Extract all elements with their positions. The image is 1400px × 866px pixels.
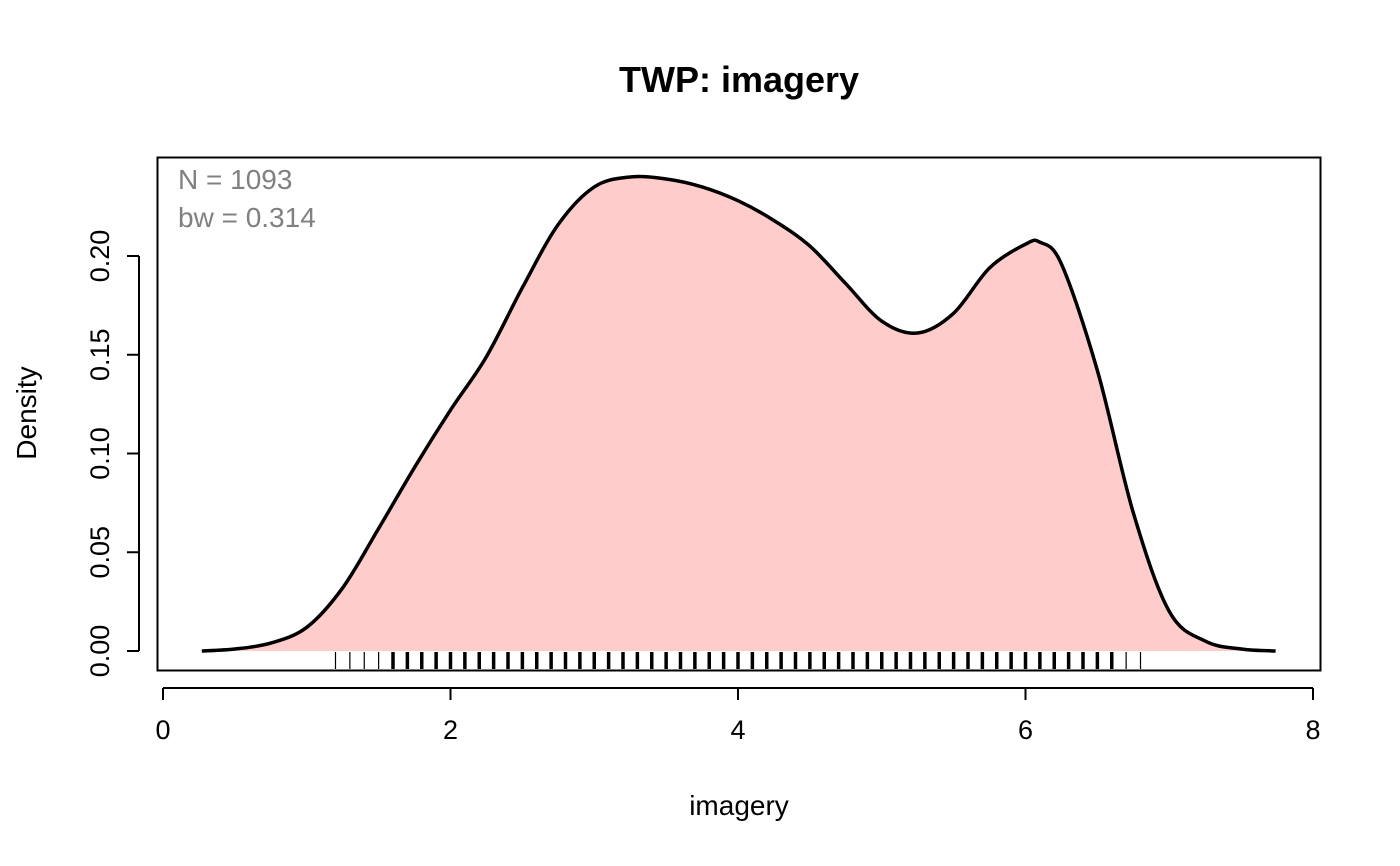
rug xyxy=(334,652,1142,669)
y-tick-label: 0.05 xyxy=(85,526,115,579)
density-curve xyxy=(201,174,1276,653)
plot-area xyxy=(201,174,1276,669)
chart-title: TWP: imagery xyxy=(619,59,859,100)
density-area-fill xyxy=(201,176,1276,651)
y-axis-label: Density xyxy=(11,366,42,459)
x-tick-label: 6 xyxy=(1018,715,1033,745)
y-tick-label: 0.15 xyxy=(85,328,115,381)
plot-frame xyxy=(156,156,1322,672)
x-tick-label: 2 xyxy=(443,715,458,745)
x-tick-label: 0 xyxy=(155,715,170,745)
y-tick-label: 0.20 xyxy=(85,230,115,283)
x-tick-label: 4 xyxy=(730,715,745,745)
x-tick-label: 8 xyxy=(1305,715,1320,745)
annotation-n: N = 1093 xyxy=(178,164,292,195)
annotation-bw: bw = 0.314 xyxy=(178,202,316,233)
x-axis: 0 2 4 6 8 xyxy=(155,687,1321,745)
y-axis: 0.00 0.05 0.10 0.15 0.20 xyxy=(85,230,140,678)
y-tick-label: 0.00 xyxy=(85,625,115,678)
y-tick-label: 0.10 xyxy=(85,427,115,480)
x-axis-label: imagery xyxy=(689,790,789,821)
